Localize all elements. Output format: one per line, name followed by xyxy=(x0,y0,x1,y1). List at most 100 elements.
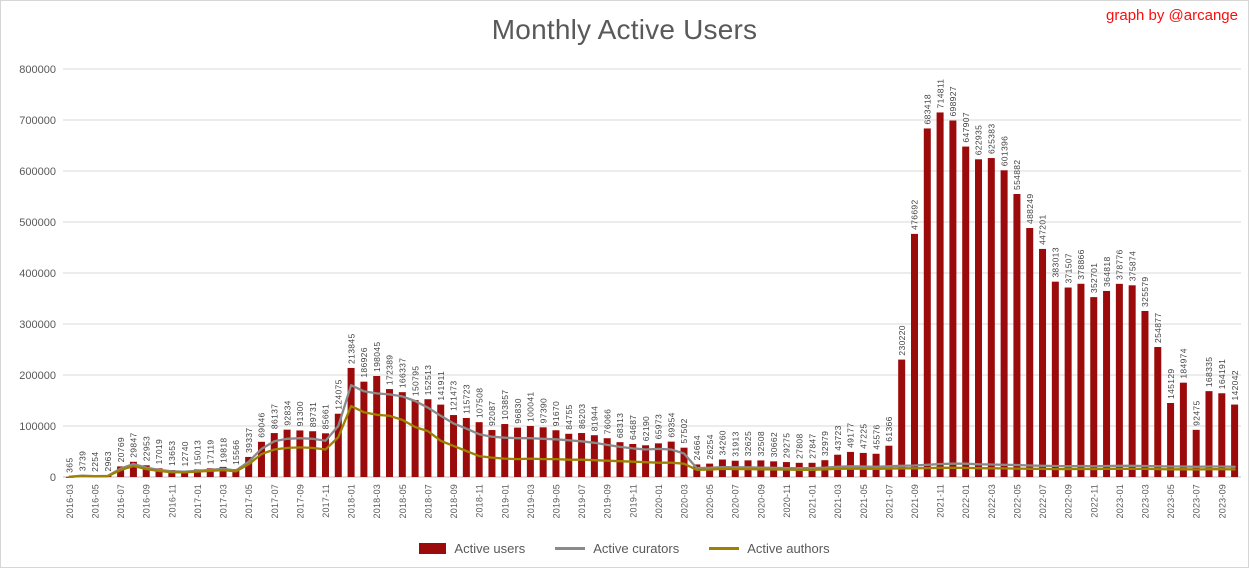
bar-value-label: 34260 xyxy=(718,430,728,455)
bar-value-label: 32508 xyxy=(756,431,766,456)
bar-2022-06 xyxy=(1026,227,1034,477)
bar-2022-08 xyxy=(1051,281,1059,477)
bar-2022-07 xyxy=(1039,248,1047,477)
bar-2021-10 xyxy=(923,128,931,477)
bar-value-label: 714811 xyxy=(935,79,945,109)
bar-value-label: 22953 xyxy=(141,436,151,461)
bar-value-label: 61366 xyxy=(884,416,894,441)
bar-value-label: 29275 xyxy=(782,433,792,458)
x-tick-label: 2023-03 xyxy=(1140,484,1150,518)
line-active-curators xyxy=(68,384,1236,478)
bar-value-label: 2254 xyxy=(90,452,100,472)
bar-2017-10 xyxy=(309,431,317,477)
bar-2019-11 xyxy=(629,444,637,477)
bar-value-label: 168335 xyxy=(1204,357,1214,387)
bar-value-label: 488249 xyxy=(1025,194,1035,224)
bar-value-label: 622935 xyxy=(974,125,984,155)
y-tick-label: 300000 xyxy=(19,319,56,331)
bar-2018-11 xyxy=(475,422,483,477)
bar-2022-03 xyxy=(987,158,995,477)
x-tick-label: 2017-05 xyxy=(244,484,254,518)
bar-2021-11 xyxy=(936,112,944,478)
bar-value-label: 65973 xyxy=(654,414,664,439)
bar-2023-08 xyxy=(1205,391,1213,477)
bar-value-label: 365 xyxy=(65,458,75,473)
bar-2022-12 xyxy=(1103,290,1111,477)
bar-value-label: 92475 xyxy=(1191,400,1201,425)
x-tick-label: 2021-05 xyxy=(859,484,869,518)
x-tick-label: 2018-07 xyxy=(423,484,433,518)
bar-2023-01 xyxy=(1115,283,1123,477)
bar-value-label: 186926 xyxy=(359,347,369,377)
bar-value-label: 12740 xyxy=(180,441,190,466)
active-curators-swatch xyxy=(555,546,586,550)
bar-value-label: 64687 xyxy=(628,415,638,440)
x-tick-label: 2017-01 xyxy=(193,484,203,518)
x-tick-label: 2020-01 xyxy=(654,484,664,518)
bar-2019-09 xyxy=(603,438,611,477)
bar-value-label: 30662 xyxy=(769,432,779,457)
bar-2017-07 xyxy=(270,433,278,477)
bar-value-label: 447201 xyxy=(1038,214,1048,244)
bar-value-label: 84755 xyxy=(564,404,574,429)
active-users-swatch xyxy=(419,542,447,554)
bar-2021-08 xyxy=(898,359,906,477)
bar-value-label: 81944 xyxy=(590,406,600,431)
bar-value-label: 47225 xyxy=(858,424,868,449)
bar-2018-03 xyxy=(373,375,381,477)
bar-value-label: 69046 xyxy=(257,412,267,437)
bar-2023-04 xyxy=(1154,347,1162,477)
bar-value-label: 647907 xyxy=(961,112,971,142)
y-tick-label: 500000 xyxy=(19,217,56,229)
bar-2023-10 xyxy=(1231,404,1239,477)
bar-value-label: 29847 xyxy=(129,432,139,457)
y-tick-label: 600000 xyxy=(19,166,56,178)
bar-value-label: 19818 xyxy=(218,438,228,463)
bar-2018-10 xyxy=(462,417,470,477)
chart-legend: Active users Active curators Active auth… xyxy=(1,537,1248,559)
x-tick-label: 2017-03 xyxy=(219,484,229,518)
x-tick-label: 2020-03 xyxy=(680,484,690,518)
bar-value-label: 39337 xyxy=(244,428,254,453)
bar-value-label: 375874 xyxy=(1127,251,1137,281)
x-tick-label: 2018-05 xyxy=(398,484,408,518)
legend-label-active-curators: Active curators xyxy=(593,540,680,556)
bar-value-label: 26254 xyxy=(705,434,715,459)
bar-value-label: 15566 xyxy=(231,440,241,465)
bar-value-label: 17119 xyxy=(205,440,215,465)
bar-2019-03 xyxy=(526,425,534,477)
bar-2021-07 xyxy=(885,445,893,477)
bar-2017-05 xyxy=(245,456,253,477)
x-tick-label: 2018-11 xyxy=(475,484,485,518)
bar-value-label: 164191 xyxy=(1217,359,1227,389)
bar-value-label: 85661 xyxy=(321,404,331,429)
bar-value-label: 27847 xyxy=(807,433,817,458)
bar-value-label: 383013 xyxy=(1051,247,1061,277)
y-tick-label: 200000 xyxy=(19,370,56,382)
x-tick-label: 2022-07 xyxy=(1038,484,1048,518)
x-tick-label: 2016-11 xyxy=(167,484,177,518)
bar-2017-12 xyxy=(334,413,342,477)
bar-2017-08 xyxy=(283,429,291,477)
bar-2021-05 xyxy=(859,452,867,477)
bar-value-label: 3739 xyxy=(77,451,87,471)
bar-2021-06 xyxy=(872,453,880,477)
bar-value-label: 91670 xyxy=(551,401,561,426)
bar-value-label: 150795 xyxy=(410,366,420,396)
bar-2022-05 xyxy=(1013,194,1021,477)
y-tick-label: 0 xyxy=(50,472,56,484)
bar-value-label: 683418 xyxy=(922,94,932,124)
x-tick-label: 2019-11 xyxy=(628,484,638,518)
bar-value-label: 97390 xyxy=(538,398,548,423)
bar-2018-06 xyxy=(411,400,419,477)
bar-2019-06 xyxy=(565,433,573,477)
x-tick-label: 2023-07 xyxy=(1192,484,1202,518)
bar-value-label: 378776 xyxy=(1115,249,1125,279)
bar-2020-03 xyxy=(680,447,688,477)
bar-2017-01 xyxy=(193,469,201,477)
bar-2021-09 xyxy=(910,233,918,477)
bar-value-label: 121473 xyxy=(449,381,459,411)
bar-value-label: 76066 xyxy=(602,409,612,434)
bar-value-label: 15013 xyxy=(193,440,203,465)
